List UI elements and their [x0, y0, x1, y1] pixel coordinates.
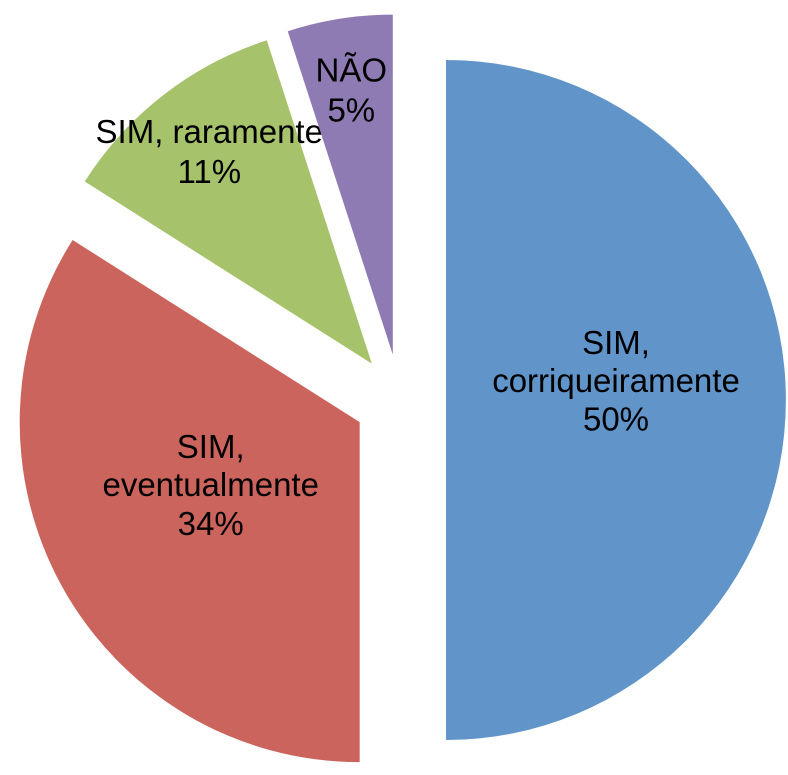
- slice-value-label: 11%: [177, 153, 241, 190]
- label-line: eventualmente: [102, 466, 318, 503]
- pie-slice: [84, 40, 372, 364]
- label-line: SIM,: [582, 324, 650, 361]
- pie-slice: [446, 60, 786, 740]
- slice-label: SIM, corriqueiramente: [492, 324, 740, 399]
- slice-value-label: 34%: [178, 505, 244, 542]
- slice-value-label: 50%: [583, 401, 649, 438]
- slice-label: NÃO: [316, 51, 388, 88]
- slice-value-label: 5%: [327, 91, 375, 128]
- pie-slice: [19, 239, 360, 763]
- slice-label: SIM, raramente: [96, 113, 323, 150]
- pie-slice: [287, 14, 393, 355]
- label-line: SIM,: [177, 428, 245, 465]
- label-line: corriqueiramente: [492, 362, 740, 399]
- slice-label: SIM, eventualmente: [102, 428, 318, 503]
